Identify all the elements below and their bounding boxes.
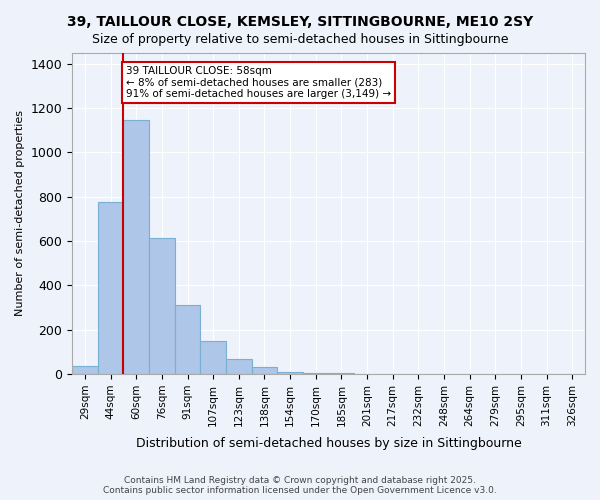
Y-axis label: Number of semi-detached properties: Number of semi-detached properties	[15, 110, 25, 316]
Bar	[149, 238, 175, 374]
Bar	[98, 202, 124, 374]
Bar	[124, 120, 149, 374]
Text: Contains HM Land Registry data © Crown copyright and database right 2025.
Contai: Contains HM Land Registry data © Crown c…	[103, 476, 497, 495]
Text: 39 TAILLOUR CLOSE: 58sqm
← 8% of semi-detached houses are smaller (283)
91% of s: 39 TAILLOUR CLOSE: 58sqm ← 8% of semi-de…	[126, 66, 391, 99]
Bar	[200, 341, 226, 374]
Bar	[251, 368, 277, 374]
Bar	[303, 373, 329, 374]
X-axis label: Distribution of semi-detached houses by size in Sittingbourne: Distribution of semi-detached houses by …	[136, 437, 521, 450]
Bar	[277, 372, 303, 374]
Bar	[72, 366, 98, 374]
Bar	[226, 358, 251, 374]
Bar	[175, 306, 200, 374]
Text: Size of property relative to semi-detached houses in Sittingbourne: Size of property relative to semi-detach…	[92, 32, 508, 46]
Text: 39, TAILLOUR CLOSE, KEMSLEY, SITTINGBOURNE, ME10 2SY: 39, TAILLOUR CLOSE, KEMSLEY, SITTINGBOUR…	[67, 15, 533, 29]
